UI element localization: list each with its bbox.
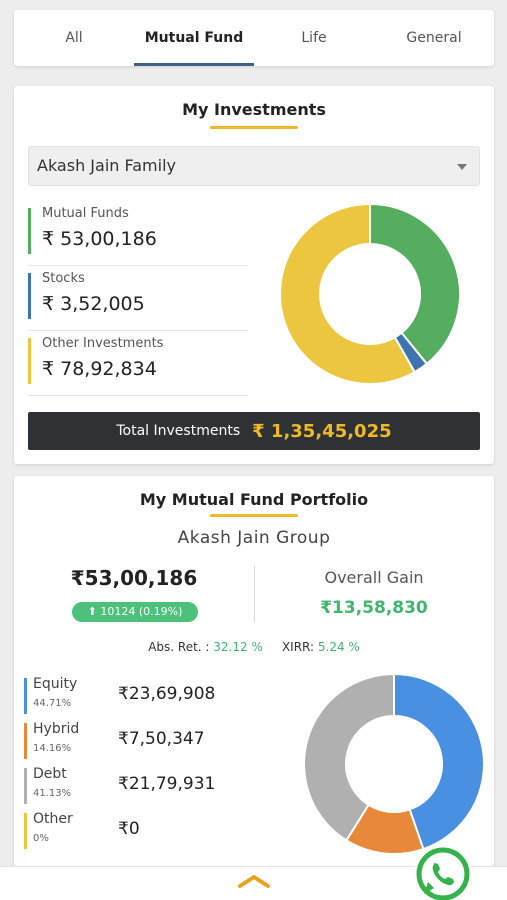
allocation-pct: 41.13% (33, 788, 72, 799)
allocation-pct: 0% (33, 833, 49, 844)
legend-bar (24, 678, 27, 714)
allocation-pct: 44.71% (33, 698, 72, 709)
allocation-value: ₹21,79,931 (118, 774, 216, 794)
caret-down-icon (457, 164, 467, 170)
xirr-value: 5.24 % (317, 640, 360, 654)
chevron-up-icon[interactable] (237, 873, 271, 889)
donut-slice-equity (393, 672, 485, 851)
allocation-value: ₹23,69,908 (118, 684, 216, 704)
investment-value: ₹ 78,92,834 (42, 358, 157, 380)
legend-bar (24, 768, 27, 804)
donut-slice-other-investments (279, 202, 417, 385)
allocation-name: Other (33, 811, 73, 827)
title-underline (210, 514, 298, 517)
investments-title: My Investments (182, 100, 326, 119)
tab-mutual-fund[interactable]: Mutual Fund (134, 10, 254, 66)
portfolio-title: My Mutual Fund Portfolio (139, 490, 369, 509)
tab-all[interactable]: All (65, 30, 83, 46)
mutual-fund-portfolio-card: My Mutual Fund Portfolio Akash Jain Grou… (14, 476, 494, 866)
tab-bar: All Mutual Fund Life General (14, 10, 494, 66)
total-investments-bar: Total Investments ₹ 1,35,45,025 (28, 412, 480, 450)
investment-item-mutual-funds: Mutual Funds ₹ 53,00,186 (28, 204, 248, 266)
total-label: Total Investments (116, 423, 241, 439)
tab-general[interactable]: General (406, 30, 462, 46)
xirr-label: XIRR: (281, 640, 315, 654)
legend-bar (24, 813, 27, 849)
portfolio-amount: ₹53,00,186 (70, 566, 198, 590)
title-underline (210, 126, 298, 129)
legend-bar (28, 273, 31, 319)
investment-value: ₹ 3,52,005 (42, 293, 145, 315)
donut-slice-debt (303, 672, 395, 842)
abs-ret-value: 32.12 % (213, 640, 263, 654)
divider (254, 566, 255, 622)
allocation-hybrid: Hybrid 14.16% ₹7,50,347 (24, 721, 244, 761)
group-name: Akash Jain Group (177, 528, 331, 548)
allocation-other: Other 0% ₹0 (24, 811, 244, 851)
legend-bar (28, 338, 31, 384)
allocation-name: Hybrid (33, 721, 80, 737)
investment-item-stocks: Stocks ₹ 3,52,005 (28, 269, 248, 331)
allocation-debt: Debt 41.13% ₹21,79,931 (24, 766, 244, 806)
investment-label: Other Investments (42, 336, 164, 351)
tab-life[interactable]: Life (301, 30, 327, 46)
legend-bar (24, 723, 27, 759)
investments-donut-chart (279, 202, 461, 385)
investment-label: Stocks (42, 271, 85, 286)
allocation-pct: 14.16% (33, 743, 72, 754)
family-selector[interactable]: Akash Jain Family (28, 146, 480, 186)
family-selector-value: Akash Jain Family (37, 156, 176, 175)
day-change-badge: ⬆ 10124 (0.19%) (72, 602, 198, 622)
whatsapp-icon[interactable] (410, 842, 476, 900)
investment-item-other: Other Investments ₹ 78,92,834 (28, 334, 248, 396)
total-value: ₹ 1,35,45,025 (252, 420, 392, 442)
investment-value: ₹ 53,00,186 (42, 228, 157, 250)
allocation-name: Debt (33, 766, 67, 782)
returns-row: Abs. Ret. : 32.12 % XIRR: 5.24 % (14, 640, 494, 654)
allocation-equity: Equity 44.71% ₹23,69,908 (24, 676, 244, 716)
allocation-name: Equity (33, 676, 78, 692)
overall-gain-label: Overall Gain (324, 568, 424, 587)
legend-bar (28, 208, 31, 254)
investment-label: Mutual Funds (42, 206, 129, 221)
donut-slice-mutual-funds (369, 202, 461, 366)
allocation-value: ₹7,50,347 (118, 729, 205, 749)
abs-ret-label: Abs. Ret. : (148, 640, 210, 654)
overall-gain-value: ₹13,58,830 (320, 598, 428, 618)
allocation-value: ₹0 (118, 819, 140, 839)
my-investments-card: My Investments Akash Jain Family Mutual … (14, 86, 494, 464)
allocation-donut-chart (303, 672, 485, 855)
